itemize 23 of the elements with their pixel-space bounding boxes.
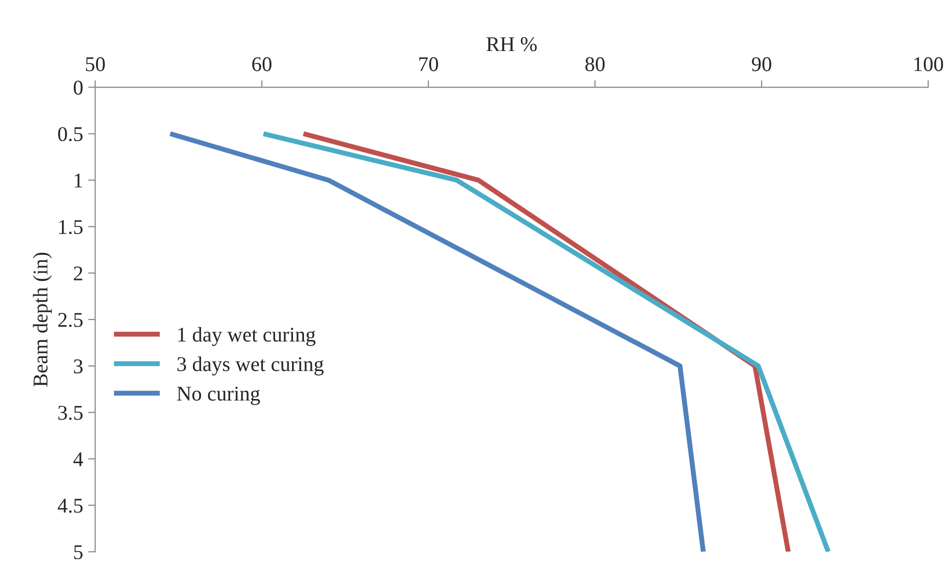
- y-axis-title: Beam depth (in): [32, 252, 52, 387]
- x-tick-label: 90: [752, 57, 772, 72]
- y-tick-label: 5: [74, 545, 83, 560]
- y-tick-label: 3: [74, 359, 83, 374]
- y-tick-label: 4.5: [58, 498, 83, 513]
- x-tick-label: 50: [86, 57, 105, 72]
- y-tick-label: 1.5: [59, 220, 83, 234]
- y-tick-label: 0.5: [58, 127, 83, 142]
- line-series: [168, 131, 706, 552]
- x-tick-label: 70: [419, 57, 438, 72]
- legend-label: No curing: [177, 386, 260, 405]
- y-tick-label: 2: [74, 266, 82, 280]
- x-tick-label: 100: [914, 57, 944, 72]
- x-tick-label: 80: [585, 57, 605, 72]
- legend-label: 1 day wet curing: [178, 327, 316, 346]
- y-tick-label: 1: [74, 174, 82, 188]
- x-tick-label: 60: [252, 57, 272, 72]
- y-tick-label: 0: [74, 80, 83, 95]
- y-tick-label: 3.5: [58, 406, 83, 420]
- y-tick-label: 4: [73, 452, 84, 466]
- x-axis-title: RH %: [486, 37, 537, 52]
- y-tick-label: 2.5: [58, 312, 83, 328]
- legend-label: 3 days wet curing: [177, 356, 324, 376]
